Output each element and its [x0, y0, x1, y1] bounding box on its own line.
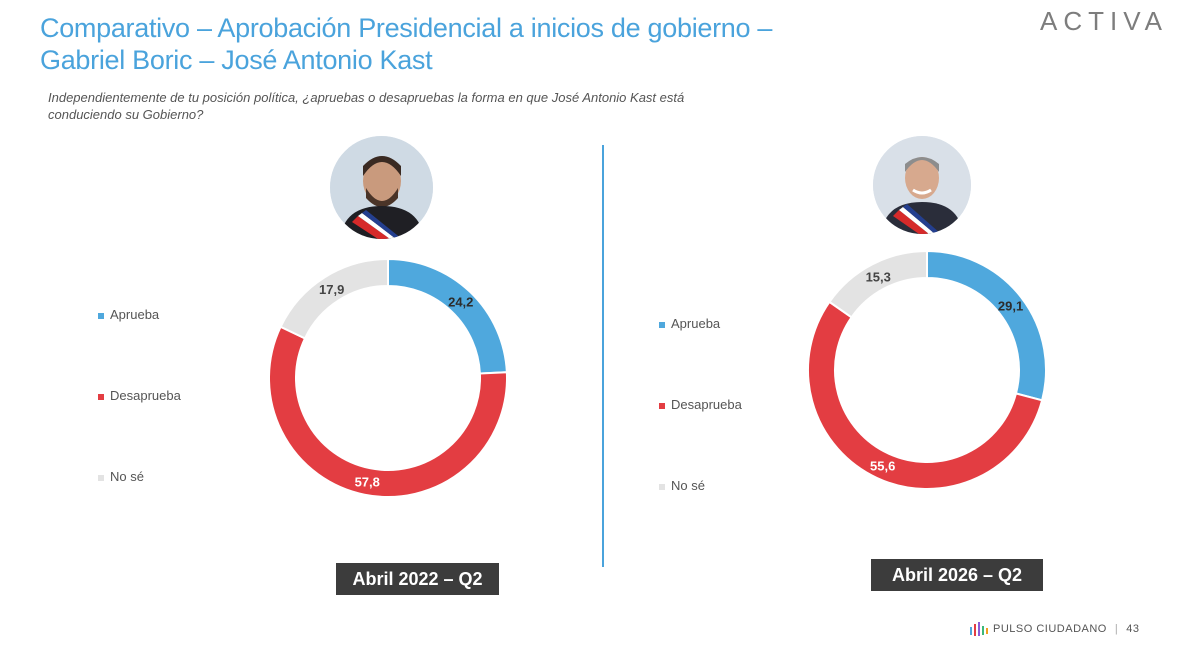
vertical-divider — [602, 145, 604, 567]
donut-slice-no-se — [828, 249, 928, 319]
data-label-desaprueba: 57,8 — [355, 474, 380, 489]
legend-swatch-desaprueba — [98, 393, 104, 400]
legend-label: Aprueba — [671, 316, 721, 331]
legend-item-aprueba: Aprueba — [98, 307, 159, 322]
legend-item-aprueba: Aprueba — [659, 316, 720, 331]
page-title: Comparativo – Aprobación Presidencial a … — [40, 12, 820, 76]
title-line-2: Gabriel Boric – José Antonio Kast — [40, 45, 433, 75]
donut-slice-aprueba — [926, 249, 1047, 402]
data-label-aprueba: 24,2 — [448, 295, 473, 310]
donut-slice-aprueba — [387, 257, 508, 375]
data-label-aprueba: 29,1 — [998, 299, 1023, 314]
boric-portrait-icon — [330, 136, 433, 239]
title-line-1: Comparativo – Aprobación Presidencial a … — [40, 13, 773, 43]
footer-separator: | — [1114, 622, 1119, 635]
data-label-no-se: 15,3 — [866, 269, 891, 284]
legend-label: Aprueba — [110, 307, 160, 322]
legend-swatch-aprueba — [98, 312, 104, 319]
data-label-no-se: 17,9 — [319, 282, 344, 297]
footer: PULSO CIUDADANO | 43 — [970, 622, 1139, 636]
legend-label: Desaprueba — [110, 388, 181, 403]
data-label-desaprueba: 55,6 — [870, 459, 895, 474]
footer-brand: PULSO CIUDADANO — [993, 622, 1107, 635]
avatar-boric — [330, 136, 433, 239]
legend-label: No sé — [110, 469, 144, 484]
donut-chart-2022: 24,2 57,8 17,9 — [268, 257, 508, 498]
legend-swatch-no-se — [659, 483, 665, 490]
pulso-bars-icon — [970, 622, 988, 636]
page-number: 43 — [1126, 622, 1140, 635]
kast-portrait-icon — [873, 136, 971, 234]
period-label-2022: Abril 2022 – Q2 — [336, 563, 499, 595]
survey-question: Independientemente de tu posición políti… — [48, 90, 685, 122]
avatar-kast — [873, 136, 971, 234]
legend-swatch-no-se — [98, 474, 104, 481]
donut-chart-2026: 29,1 55,6 15,3 — [807, 249, 1047, 490]
legend-swatch-aprueba — [659, 321, 665, 328]
legend-item-no-se: No sé — [659, 478, 705, 493]
donut-slice-desaprueba — [268, 325, 508, 498]
donut-slice-no-se — [279, 257, 389, 340]
legend-item-desaprueba: Desaprueba — [98, 388, 181, 403]
legend-label: No sé — [671, 478, 705, 493]
legend-item-no-se: No sé — [98, 469, 144, 484]
legend-item-desaprueba: Desaprueba — [659, 397, 742, 412]
activa-logo: ACTIVA — [1040, 6, 1168, 36]
period-label-2026: Abril 2026 – Q2 — [871, 559, 1043, 591]
donut-slice-desaprueba — [807, 300, 1044, 490]
legend-swatch-desaprueba — [659, 402, 665, 409]
legend-label: Desaprueba — [671, 397, 742, 412]
